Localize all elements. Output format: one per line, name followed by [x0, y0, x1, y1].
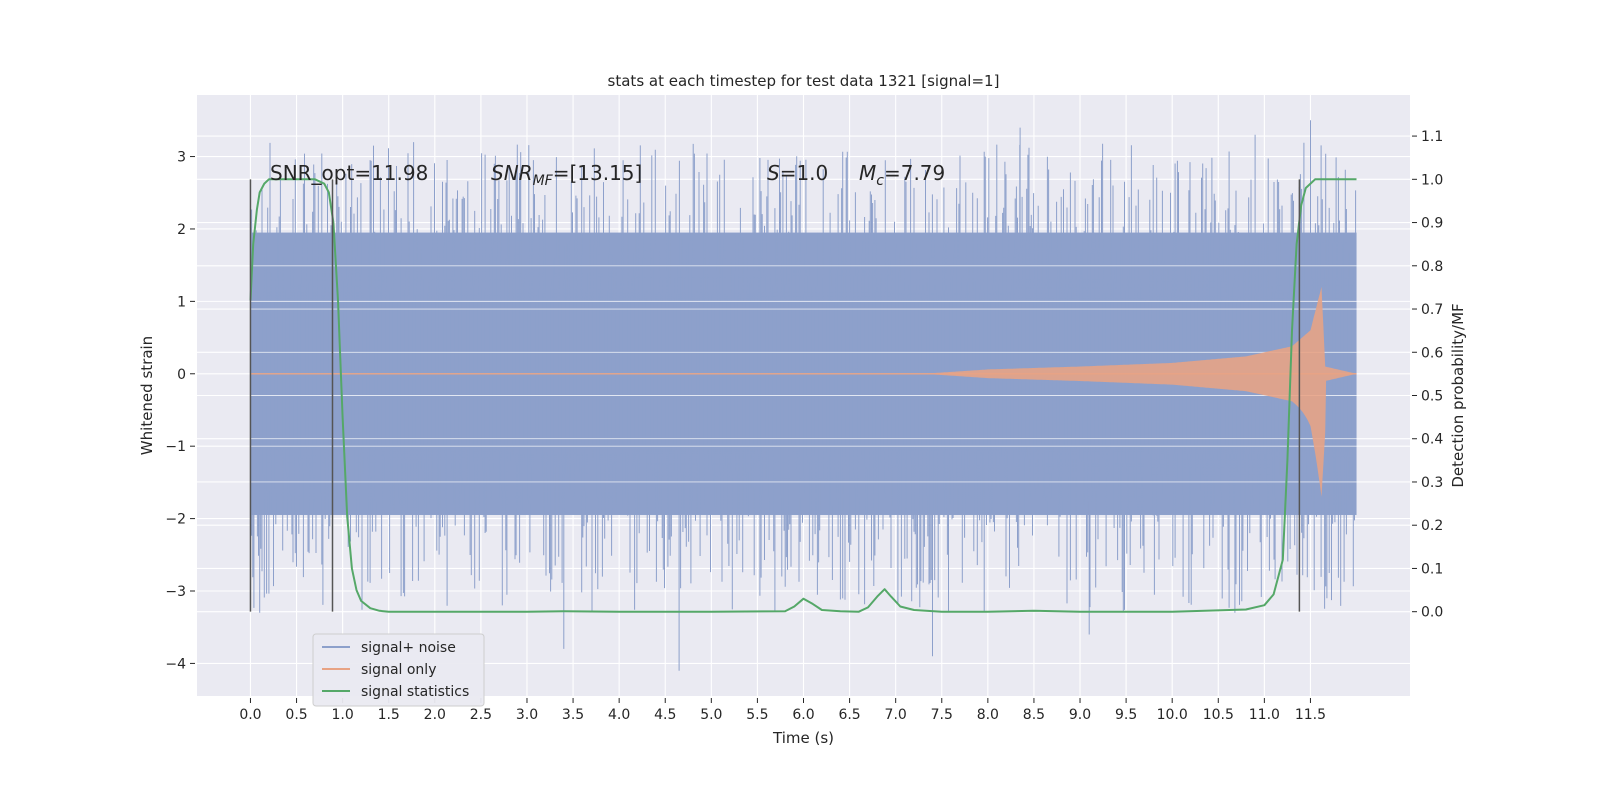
y2-tick-label: 0.9	[1421, 216, 1443, 232]
y2-tick-label: 1.0	[1421, 172, 1443, 188]
legend-entry-signal-noise: signal+ noise	[361, 640, 456, 656]
x-tick-label: 3.0	[516, 707, 538, 723]
legend: signal+ noise signal only signal statist…	[312, 633, 485, 707]
y-tick-label: 0	[177, 367, 186, 383]
y-axis-ticks: 3 2 1 0 −1 −2 −3 −4	[165, 150, 195, 672]
x-tick-label: 0.5	[285, 707, 307, 723]
y-tick-label: −3	[165, 584, 186, 600]
y-tick-label: −4	[165, 656, 186, 672]
y-tick-label: 2	[177, 222, 186, 238]
legend-entry-signal-statistics: signal statistics	[361, 684, 469, 700]
y-axis-label: Whitened strain	[138, 336, 156, 455]
x-tick-label: 1.0	[332, 707, 354, 723]
x-tick-label: 2.5	[470, 707, 492, 723]
x-tick-label: 4.5	[654, 707, 676, 723]
x-axis-ticks: 0.0 0.5 1.0 1.5 2.0 2.5 3.0 3.5 4.0 4.5 5.0 5.5 6.0 6…	[239, 698, 1326, 723]
x-tick-label: 1.5	[378, 707, 400, 723]
y2-tick-label: 0.7	[1421, 302, 1443, 318]
x-tick-label: 9.5	[1115, 707, 1137, 723]
y2-tick-label: 0.4	[1421, 432, 1443, 448]
legend-box	[312, 633, 485, 707]
y-tick-label: −1	[165, 439, 186, 455]
y2-tick-label: 0.3	[1421, 475, 1443, 491]
y2-axis-label: Detection probability/MF	[1449, 303, 1467, 487]
y-tick-label: −2	[165, 512, 186, 528]
series-layer	[249, 120, 1357, 671]
y-tick-label: 1	[177, 294, 186, 310]
y2-tick-label: 0.0	[1421, 605, 1443, 621]
annotation-snr-opt: SNR_opt=11.98	[270, 161, 428, 185]
y2-axis-ticks: 1.1 1.0 0.9 0.8 0.7 0.6 0.5 0.4 0.3 0.2 0.1 0.0	[1412, 129, 1443, 621]
x-tick-label: 11.0	[1249, 707, 1280, 723]
x-tick-label: 3.5	[562, 707, 584, 723]
chart-title: stats at each timestep for test data 132…	[608, 72, 1000, 90]
x-tick-label: 5.0	[700, 707, 722, 723]
x-tick-label: 11.5	[1295, 707, 1326, 723]
x-tick-label: 0.0	[239, 707, 261, 723]
x-tick-label: 4.0	[608, 707, 630, 723]
x-axis-label: Time (s)	[772, 729, 834, 747]
x-tick-label: 7.5	[931, 707, 953, 723]
y2-tick-label: 0.6	[1421, 345, 1443, 361]
y-tick-label: 3	[177, 150, 186, 166]
signal-statistics-line	[249, 178, 1357, 613]
y2-tick-label: 0.2	[1421, 518, 1443, 534]
annotation-snr-mf: SNRMF=[13.15]	[491, 161, 642, 189]
x-tick-label: 8.5	[1023, 707, 1045, 723]
x-tick-label: 10.0	[1157, 707, 1188, 723]
y2-tick-label: 1.1	[1421, 129, 1443, 145]
y2-tick-label: 0.5	[1421, 389, 1443, 405]
annotation-s: S=1.0	[767, 161, 828, 185]
x-tick-label: 5.5	[746, 707, 768, 723]
vertical-lines	[249, 179, 1301, 612]
x-tick-label: 2.0	[424, 707, 446, 723]
y2-tick-label: 0.1	[1421, 561, 1443, 577]
x-tick-label: 6.5	[838, 707, 860, 723]
annotation-mc: Mc=7.79	[859, 161, 945, 189]
legend-entry-signal-only: signal only	[361, 662, 436, 678]
x-tick-label: 10.5	[1203, 707, 1234, 723]
y2-tick-label: 0.8	[1421, 259, 1443, 275]
x-tick-label: 6.0	[792, 707, 814, 723]
x-tick-label: 8.0	[977, 707, 999, 723]
x-tick-label: 9.0	[1069, 707, 1091, 723]
x-tick-label: 7.0	[885, 707, 907, 723]
